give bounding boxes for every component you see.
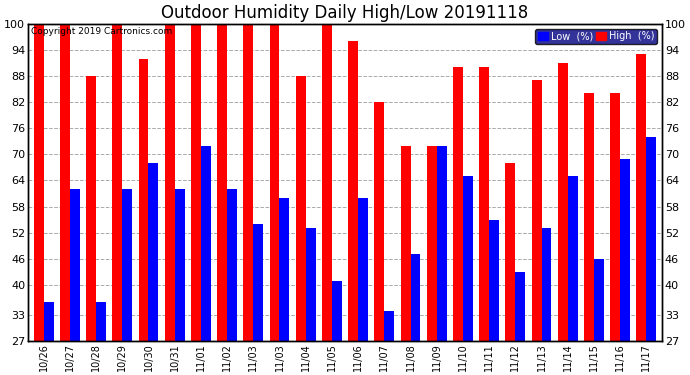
Bar — [558, 63, 568, 342]
Bar — [594, 259, 604, 342]
Bar — [244, 24, 253, 342]
Bar — [191, 24, 201, 342]
Bar — [227, 189, 237, 342]
Bar — [306, 228, 315, 342]
Bar — [270, 24, 279, 342]
Bar — [165, 24, 175, 342]
Bar — [515, 272, 525, 342]
Bar — [322, 24, 332, 342]
Bar — [201, 146, 211, 342]
Bar — [636, 54, 647, 342]
Title: Outdoor Humidity Daily High/Low 20191118: Outdoor Humidity Daily High/Low 20191118 — [161, 4, 529, 22]
Bar — [411, 254, 420, 342]
Bar — [60, 24, 70, 342]
Bar — [279, 198, 289, 342]
Bar — [568, 176, 578, 342]
Bar — [332, 280, 342, 342]
Bar — [453, 67, 463, 342]
Bar — [437, 146, 446, 342]
Bar — [253, 224, 264, 342]
Bar — [401, 146, 411, 342]
Bar — [70, 189, 80, 342]
Bar — [217, 24, 227, 342]
Bar — [620, 159, 630, 342]
Bar — [384, 311, 394, 342]
Bar — [426, 146, 437, 342]
Bar — [148, 163, 159, 342]
Bar — [348, 41, 358, 342]
Bar — [296, 76, 306, 342]
Bar — [531, 80, 542, 342]
Bar — [479, 67, 489, 342]
Bar — [375, 102, 384, 342]
Bar — [122, 189, 132, 342]
Bar — [112, 24, 122, 342]
Text: Copyright 2019 Cartronics.com: Copyright 2019 Cartronics.com — [31, 27, 172, 36]
Bar — [43, 302, 54, 342]
Bar — [489, 220, 499, 342]
Bar — [86, 76, 96, 342]
Bar — [584, 93, 594, 342]
Bar — [463, 176, 473, 342]
Bar — [610, 93, 620, 342]
Bar — [34, 24, 43, 342]
Bar — [505, 163, 515, 342]
Legend: Low  (%), High  (%): Low (%), High (%) — [535, 28, 657, 44]
Bar — [175, 189, 185, 342]
Bar — [139, 58, 148, 342]
Bar — [647, 137, 656, 342]
Bar — [96, 302, 106, 342]
Bar — [542, 228, 551, 342]
Bar — [358, 198, 368, 342]
